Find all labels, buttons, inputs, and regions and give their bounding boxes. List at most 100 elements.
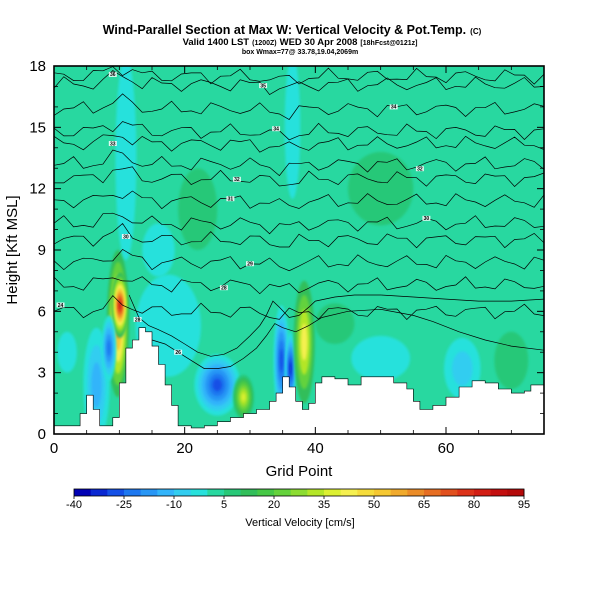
colorbar-segment bbox=[257, 489, 275, 496]
colorbar-tick-label: 65 bbox=[418, 499, 430, 511]
isentrope-label: 34 bbox=[273, 127, 279, 133]
colorbar-label: Vertical Velocity [cm/s] bbox=[245, 517, 354, 529]
chart-box-info: box Wmax=77@ 33.78,19.04,2069m bbox=[242, 49, 358, 56]
colorbar-tick-label: 5 bbox=[221, 499, 227, 511]
isentrope-label-bg bbox=[121, 234, 130, 239]
isentrope-label: 30 bbox=[424, 216, 430, 222]
isentrope-label: 24 bbox=[58, 303, 64, 309]
colorbar-segment bbox=[290, 489, 308, 496]
colorbar-segment bbox=[457, 489, 475, 496]
colorbar-tick-label: -10 bbox=[166, 499, 182, 511]
y-tick-label: 18 bbox=[29, 58, 46, 75]
colorbar-segment bbox=[440, 489, 458, 496]
colorbar-segment bbox=[157, 489, 175, 496]
isentrope-line bbox=[54, 276, 544, 295]
isentrope-lines bbox=[54, 0, 544, 369]
colorbar-tick-label: 95 bbox=[518, 499, 530, 511]
isentrope-line bbox=[54, 3, 544, 21]
isentrope-line bbox=[54, 166, 544, 187]
isentrope-label: 29 bbox=[247, 262, 253, 268]
colorbar-segment bbox=[490, 489, 508, 496]
colorbar-segment bbox=[424, 489, 442, 496]
isentrope-label: 31 bbox=[228, 197, 234, 203]
isentrope-line-low bbox=[151, 308, 544, 369]
isentrope-line bbox=[54, 134, 544, 153]
isentrope-label-bg bbox=[133, 317, 142, 322]
y-tick-label: 15 bbox=[29, 119, 46, 136]
colorbar-segment bbox=[240, 489, 258, 496]
isentrope-label-bg bbox=[219, 285, 228, 291]
isentrope-label: 28 bbox=[135, 317, 141, 323]
field-downdraft bbox=[91, 362, 102, 408]
colorbar-segment bbox=[357, 489, 375, 496]
isentrope-line bbox=[54, 248, 544, 272]
y-tick-label: 9 bbox=[38, 242, 46, 259]
field-updraft bbox=[301, 323, 308, 361]
isentrope-label: 34 bbox=[391, 105, 397, 111]
colorbar-segment bbox=[390, 489, 408, 496]
field-updraft bbox=[178, 168, 218, 251]
velocity-field bbox=[57, 66, 529, 434]
isentrope-line bbox=[54, 212, 544, 235]
isentrope-line bbox=[54, 190, 544, 210]
colorbar-segment bbox=[124, 489, 142, 496]
isentrope-label-bg bbox=[108, 71, 117, 77]
field-downdraft bbox=[115, 66, 137, 261]
colorbar-segment bbox=[324, 489, 342, 496]
field-downdraft bbox=[212, 378, 222, 392]
y-tick-label: 12 bbox=[29, 181, 46, 198]
isentrope-label-bg bbox=[174, 349, 183, 355]
isentrope-line bbox=[54, 70, 544, 96]
field-updraft bbox=[241, 393, 246, 402]
field-updraft bbox=[348, 151, 414, 226]
isentrope-line bbox=[54, 222, 544, 249]
colorbar-segment bbox=[507, 489, 525, 496]
colorbar-segment bbox=[307, 489, 325, 496]
x-tick-label: 20 bbox=[176, 440, 193, 457]
isentrope-label: 26 bbox=[175, 350, 181, 356]
isentrope-label-bg bbox=[415, 166, 424, 172]
y-tick-label: 3 bbox=[38, 365, 46, 382]
field-downdraft bbox=[351, 335, 411, 381]
chart-title: Wind-Parallel Section at Max W: Vertical… bbox=[103, 23, 482, 37]
colorbar-tick-label: 20 bbox=[268, 499, 280, 511]
isentrope-label-bg bbox=[56, 302, 65, 308]
colorbar-segment bbox=[274, 489, 292, 496]
colorbar-segment bbox=[374, 489, 392, 496]
colorbar bbox=[73, 488, 525, 497]
colorbar-tick-label: 80 bbox=[468, 499, 480, 511]
colorbar-segment bbox=[190, 489, 208, 496]
colorbar-tick-label: -25 bbox=[116, 499, 132, 511]
isentrope-label: 36 bbox=[110, 72, 116, 78]
isentrope-label-bg bbox=[389, 104, 398, 110]
colorbar-segment bbox=[207, 489, 225, 496]
isentrope-label-bg bbox=[226, 196, 235, 202]
isentrope-label: 38 bbox=[384, 5, 390, 11]
field-downdraft bbox=[57, 331, 77, 373]
isentrope-line bbox=[54, 93, 544, 120]
isentrope-line-low bbox=[128, 294, 544, 357]
isentrope-line bbox=[54, 0, 544, 15]
isentrope-label-bg bbox=[246, 261, 254, 267]
isentrope-label-bg bbox=[108, 141, 117, 146]
isentrope-label-bg bbox=[232, 176, 241, 182]
colorbar-segment bbox=[140, 489, 158, 496]
y-axis-label: Height [Kft MSL] bbox=[4, 195, 21, 304]
colorbar-tick-label: -40 bbox=[66, 499, 82, 511]
isentrope-label: 32 bbox=[417, 167, 423, 173]
isentrope-label: 32 bbox=[234, 177, 240, 183]
colorbar-frame bbox=[73, 488, 525, 497]
field-downdraft bbox=[142, 223, 175, 277]
isentrope-line bbox=[54, 66, 544, 85]
y-tick-label: 0 bbox=[38, 426, 46, 443]
isentrope-label-bg bbox=[272, 126, 281, 132]
x-tick-label: 40 bbox=[307, 440, 324, 457]
field-updraft bbox=[494, 331, 529, 389]
isentrope-label: 38 bbox=[90, 15, 96, 21]
y-tick-label: 6 bbox=[38, 303, 46, 320]
field-updraft bbox=[315, 303, 355, 344]
colorbar-segment bbox=[224, 489, 242, 496]
colorbar-ticks: -40 -25 -10 5 20 35 50 65 80 95 bbox=[66, 496, 530, 511]
